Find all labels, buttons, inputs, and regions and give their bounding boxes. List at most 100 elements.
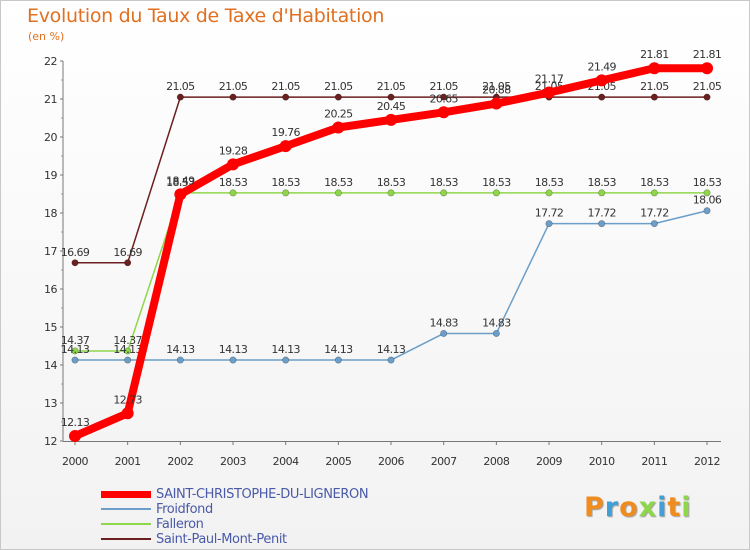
data-label: 17.72 xyxy=(535,207,564,220)
data-label: 12.13 xyxy=(61,416,90,429)
x-tick-label: 2000 xyxy=(62,455,88,468)
data-point xyxy=(282,189,290,197)
data-label: 18.53 xyxy=(535,176,564,189)
data-point xyxy=(71,259,79,267)
x-tick-label: 2003 xyxy=(220,455,246,468)
data-point xyxy=(598,189,606,197)
legend-label: Falleron xyxy=(156,516,204,532)
logo-letter: i xyxy=(681,492,692,523)
data-label: 18.53 xyxy=(377,176,406,189)
data-point xyxy=(490,97,503,110)
data-label: 18.53 xyxy=(429,176,458,189)
x-tick-label: 2010 xyxy=(589,455,615,468)
data-point xyxy=(650,93,658,101)
data-point xyxy=(543,86,556,99)
data-label: 21.05 xyxy=(429,80,458,93)
data-label: 21.81 xyxy=(640,48,669,61)
data-label: 21.49 xyxy=(587,60,616,73)
chart-unit-label: (en %) xyxy=(28,30,65,43)
x-tick-label: 2004 xyxy=(273,455,299,468)
x-tick-label: 2002 xyxy=(167,455,193,468)
data-label: 14.83 xyxy=(429,316,458,329)
data-point xyxy=(387,356,395,364)
data-label: 14.13 xyxy=(377,343,406,356)
data-label: 18.53 xyxy=(482,176,511,189)
legend-swatch xyxy=(101,490,151,498)
data-label: 18.06 xyxy=(693,194,722,207)
y-tick-label: 17 xyxy=(44,245,57,258)
data-label: 14.83 xyxy=(482,316,511,329)
legend-swatch xyxy=(101,538,151,540)
x-tick-label: 2011 xyxy=(641,455,667,468)
data-point xyxy=(440,189,448,197)
legend-label: SAINT-CHRISTOPHE-DU-LIGNERON xyxy=(156,486,369,502)
data-point xyxy=(334,93,342,101)
legend-label: Saint-Paul-Mont-Penit xyxy=(156,531,287,547)
data-point xyxy=(595,74,608,87)
legend-item-saint-paul: Saint-Paul-Mont-Penit xyxy=(101,531,287,547)
data-label: 20.25 xyxy=(324,108,353,121)
data-label: 18.53 xyxy=(640,176,669,189)
data-label: 21.17 xyxy=(535,73,564,86)
data-label: 20.65 xyxy=(429,92,458,105)
y-tick-label: 14 xyxy=(44,359,57,372)
data-point xyxy=(492,189,500,197)
data-label: 14.13 xyxy=(113,343,142,356)
data-point xyxy=(282,356,290,364)
y-tick-label: 20 xyxy=(44,131,57,144)
data-point xyxy=(703,207,711,215)
data-point xyxy=(545,189,553,197)
legend-swatch xyxy=(101,508,151,510)
data-label: 21.05 xyxy=(166,80,195,93)
data-label: 21.05 xyxy=(482,80,511,93)
data-label: 21.05 xyxy=(219,80,248,93)
data-label: 17.72 xyxy=(587,207,616,220)
data-point xyxy=(701,62,714,75)
data-label: 20.88 xyxy=(482,84,511,97)
data-label: 19.76 xyxy=(271,126,300,139)
data-label: 19.28 xyxy=(219,144,248,157)
data-point xyxy=(282,93,290,101)
x-tick-label: 2008 xyxy=(483,455,509,468)
data-point xyxy=(229,93,237,101)
data-label: 17.72 xyxy=(640,207,669,220)
data-label: 18.53 xyxy=(271,176,300,189)
legend-item-falleron: Falleron xyxy=(101,516,204,532)
data-label: 14.13 xyxy=(61,343,90,356)
y-tick-label: 15 xyxy=(44,321,57,334)
data-label: 21.05 xyxy=(324,80,353,93)
data-label: 18.53 xyxy=(219,176,248,189)
data-point xyxy=(387,189,395,197)
proxiti-logo: Proxiti xyxy=(584,492,692,523)
data-label: 16.69 xyxy=(113,246,142,259)
chart-title: Evolution du Taux de Taxe d'Habitation xyxy=(27,5,385,27)
data-point xyxy=(650,220,658,228)
x-tick-label: 2006 xyxy=(378,455,404,468)
data-label: 18.49 xyxy=(166,174,195,187)
data-point xyxy=(650,189,658,197)
y-tick-label: 18 xyxy=(44,207,57,220)
data-point xyxy=(334,356,342,364)
data-label: 20.45 xyxy=(377,100,406,113)
data-point xyxy=(703,93,711,101)
data-label: 14.37 xyxy=(113,334,142,347)
data-label: 21.05 xyxy=(271,80,300,93)
y-tick-label: 19 xyxy=(44,169,57,182)
x-tick-label: 2009 xyxy=(536,455,562,468)
data-point xyxy=(545,220,553,228)
data-point xyxy=(71,347,79,355)
logo-letter: x xyxy=(638,492,658,523)
data-point xyxy=(124,259,132,267)
data-label: 18.53 xyxy=(693,176,722,189)
data-point xyxy=(334,189,342,197)
data-point xyxy=(385,113,398,126)
data-point xyxy=(121,407,134,420)
data-label: 14.37 xyxy=(61,334,90,347)
data-point xyxy=(440,329,448,337)
data-point xyxy=(437,106,450,119)
data-point xyxy=(598,220,606,228)
data-label: 18.53 xyxy=(587,176,616,189)
data-label: 21.81 xyxy=(693,48,722,61)
data-point xyxy=(229,356,237,364)
